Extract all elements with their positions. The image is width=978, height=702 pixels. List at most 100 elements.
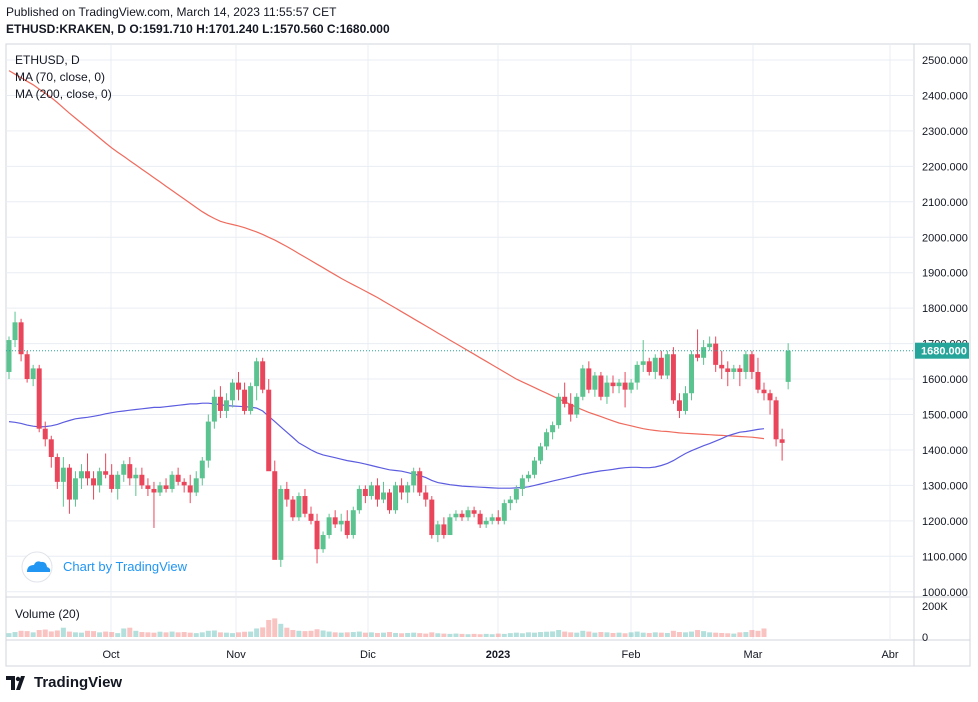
candle [66, 464, 72, 514]
candle [169, 471, 175, 493]
time-axis[interactable]: Oct Nov Dic 2023 Feb Mar Abr [102, 649, 898, 661]
candle-body [538, 446, 544, 461]
volume-bar [489, 634, 495, 637]
candle [719, 350, 725, 380]
volume-bar [242, 631, 248, 637]
candle-body [139, 474, 145, 486]
volume-bar [719, 632, 725, 637]
candle [6, 336, 12, 380]
candle-body [682, 393, 688, 411]
volume-bar [272, 618, 278, 637]
candle-body [447, 517, 453, 536]
candle [338, 513, 344, 532]
candle [761, 382, 767, 401]
candle-body [610, 382, 616, 387]
volume-bar [199, 632, 205, 637]
price-tick-label: 2300.000 [922, 126, 968, 138]
candles [6, 311, 791, 567]
candle [435, 520, 441, 543]
candle [525, 471, 531, 482]
candle [24, 350, 30, 383]
candle [163, 478, 169, 493]
candle [121, 460, 127, 482]
price-tick-label: 1800.000 [922, 303, 968, 315]
volume-bar [326, 631, 332, 637]
volume-bar [320, 630, 326, 637]
candle [91, 471, 97, 500]
candle-body [574, 396, 580, 415]
candle-body [193, 478, 199, 493]
candle-body [48, 439, 54, 458]
candle [411, 467, 417, 493]
candle [54, 453, 60, 489]
candle [477, 510, 483, 528]
high-label: H: [196, 22, 209, 36]
volume-bar [562, 631, 568, 637]
volume-bar [743, 632, 749, 637]
volume-bar [725, 633, 731, 637]
open-label: O: [129, 22, 143, 36]
price-tick-label: 1400.000 [922, 445, 968, 457]
candle [562, 382, 568, 408]
candle-body [205, 421, 211, 461]
volume-bar [495, 633, 501, 637]
candle [610, 375, 616, 394]
volume-bar [169, 631, 175, 637]
candle [199, 457, 205, 486]
last-price: 1680.000 [6, 342, 969, 359]
candle-body [272, 471, 278, 560]
volume-bar [399, 633, 405, 637]
candle-body [24, 354, 30, 380]
candle [574, 393, 580, 419]
candle-body [713, 343, 719, 365]
published-caption: Published on TradingView.com, March 14, … [6, 5, 337, 19]
tradingview-footer-logo[interactable]: TradingView [6, 674, 122, 691]
candle-body [676, 400, 682, 411]
candle-body [399, 485, 405, 493]
volume-bar [670, 630, 676, 637]
candle [652, 354, 658, 380]
candle [266, 379, 272, 472]
candle [785, 343, 791, 390]
grid-lines [6, 44, 914, 640]
volume-bar [362, 632, 368, 637]
volume-bar [580, 630, 586, 637]
candle [773, 396, 779, 447]
candle [380, 481, 386, 504]
candle-body [761, 389, 767, 394]
candle-body [411, 471, 417, 486]
volume-bar [248, 631, 254, 637]
candle [85, 453, 91, 486]
symbol-label: ETHUSD:KRAKEN, D [6, 22, 126, 36]
price-tick-label: 1200.000 [922, 516, 968, 528]
candle [689, 350, 695, 401]
candle [513, 485, 519, 504]
legend-ma70: MA (70, close, 0) [15, 70, 105, 84]
candle-body [562, 396, 568, 404]
candle-body [513, 488, 519, 500]
candle [278, 485, 284, 567]
volume-tick-label: 0 [922, 632, 928, 644]
candle [12, 311, 18, 348]
volume-axis: 200K 0 [922, 601, 948, 644]
candle-body [350, 510, 356, 536]
volume-bar [48, 631, 54, 637]
candle-body [429, 499, 435, 536]
legend-volume: Volume (20) [15, 607, 80, 621]
volume-bar [628, 632, 634, 637]
tradingview-watermark[interactable]: Chart by TradingView [21, 551, 188, 583]
candle-body [266, 389, 272, 472]
candle-body [42, 428, 48, 440]
candle [695, 329, 701, 362]
candle-body [707, 343, 713, 348]
candle [670, 347, 676, 404]
volume-bar [513, 632, 519, 637]
volume-bar [459, 633, 465, 637]
candle-body [254, 361, 260, 387]
price-axis[interactable]: 2500.000 2400.000 2300.000 2200.000 2100.000… [922, 55, 968, 599]
candle [423, 485, 429, 507]
candle-body [658, 357, 664, 376]
candle-body [127, 464, 133, 479]
volume-bar [447, 633, 453, 637]
